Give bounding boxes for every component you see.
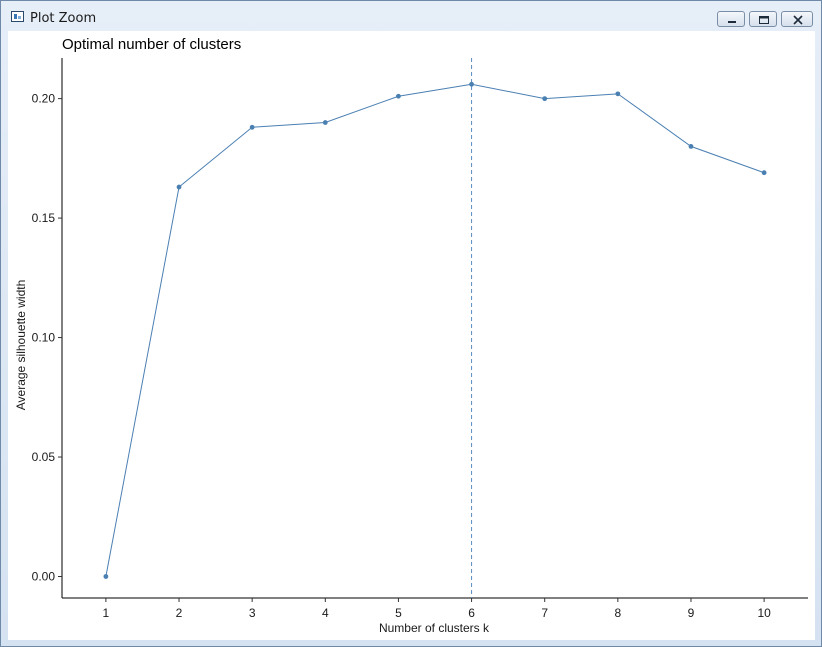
y-tick-label: 0.20 — [32, 92, 56, 106]
close-button[interactable] — [781, 11, 813, 27]
data-point — [542, 96, 548, 102]
plot-app-icon — [11, 11, 24, 22]
y-axis-title: Average silhouette width — [14, 280, 28, 411]
silhouette-chart: Optimal number of clusters 0.00 0.05 0.10 0… — [14, 36, 808, 635]
data-point — [469, 81, 474, 87]
minimize-icon — [728, 21, 736, 23]
y-tick-label: 0.10 — [32, 331, 56, 345]
x-tick-label: 2 — [176, 606, 183, 620]
x-tick-label: 9 — [688, 606, 695, 620]
data-point — [322, 120, 328, 125]
x-tick-label: 4 — [322, 606, 329, 620]
data-point — [615, 91, 621, 97]
series-line — [105, 83, 765, 577]
minimize-button[interactable] — [717, 11, 745, 27]
data-point — [688, 144, 694, 149]
x-tick-label: 3 — [249, 606, 256, 620]
close-icon — [793, 15, 803, 25]
data-point — [249, 124, 255, 130]
chart-title: Optimal number of clusters — [62, 36, 241, 53]
x-tick-label: 5 — [395, 606, 402, 620]
x-tick-label: 10 — [757, 606, 771, 620]
restore-button[interactable] — [749, 11, 777, 27]
data-point — [176, 184, 182, 190]
x-tick-label: 8 — [614, 606, 621, 620]
y-tick-label: 0.15 — [32, 211, 56, 225]
y-tick-label: 0.05 — [32, 450, 56, 464]
x-tick-label: 1 — [103, 606, 110, 620]
data-point — [396, 93, 401, 99]
plot-area: Optimal number of clusters 0.00 0.05 0.10 0… — [8, 31, 815, 640]
maximize-icon — [759, 16, 769, 24]
title-bar[interactable]: Plot Zoom — [1, 1, 821, 31]
window-title: Plot Zoom — [30, 11, 97, 26]
y-tick-label: 0.00 — [32, 569, 56, 583]
data-point — [103, 574, 109, 579]
x-axis-title: Number of clusters k — [379, 621, 490, 635]
x-tick-label: 7 — [541, 606, 548, 620]
x-tick-label: 6 — [468, 606, 475, 620]
data-point — [761, 170, 767, 176]
